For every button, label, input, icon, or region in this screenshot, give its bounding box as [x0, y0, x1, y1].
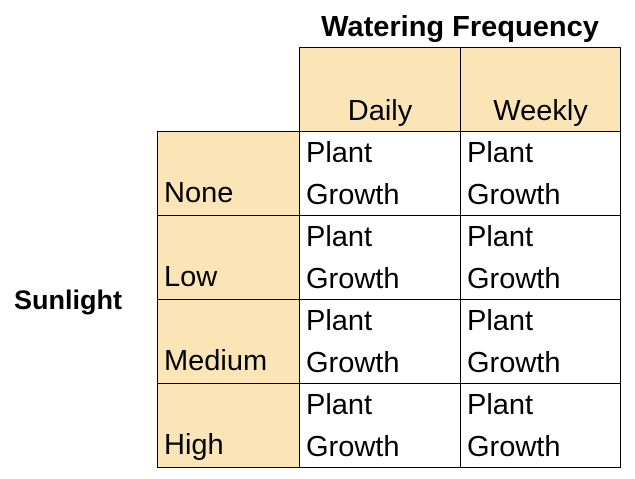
table-cell: Plant Growth — [460, 131, 621, 216]
cell-line-1: Plant — [467, 137, 534, 169]
table-cell: Plant Growth — [299, 299, 461, 384]
row-title: Sunlight — [14, 285, 122, 315]
column-header-daily: Daily — [299, 47, 461, 132]
cell-line-2: Growth — [467, 263, 561, 295]
cell-line-1: Plant — [467, 389, 534, 421]
cell-line-2: Growth — [467, 179, 561, 211]
table-cell: Plant Growth — [299, 131, 461, 216]
cell-line-2: Growth — [306, 179, 400, 211]
table-cell: Plant Growth — [460, 215, 621, 300]
cell-line-1: Plant — [306, 137, 373, 169]
cell-line-2: Growth — [306, 347, 400, 379]
table-cell: Plant Growth — [460, 383, 621, 468]
row-header-low: Low — [157, 215, 300, 300]
cell-line-1: Plant — [306, 389, 373, 421]
cell-line-1: Plant — [306, 305, 373, 337]
row-header-none: None — [157, 131, 300, 216]
cell-line-2: Growth — [467, 347, 561, 379]
row-header-high: High — [157, 383, 300, 468]
cell-line-1: Plant — [467, 305, 534, 337]
table-cell: Plant Growth — [299, 215, 461, 300]
cell-line-2: Growth — [306, 431, 400, 463]
table-cell: Plant Growth — [299, 383, 461, 468]
cell-line-2: Growth — [467, 431, 561, 463]
column-title: Watering Frequency — [321, 11, 599, 43]
cell-line-1: Plant — [306, 221, 373, 253]
table-cell: Plant Growth — [460, 299, 621, 384]
column-header-weekly: Weekly — [460, 47, 621, 132]
row-header-medium: Medium — [157, 299, 300, 384]
cell-line-2: Growth — [306, 263, 400, 295]
cell-line-1: Plant — [467, 221, 534, 253]
